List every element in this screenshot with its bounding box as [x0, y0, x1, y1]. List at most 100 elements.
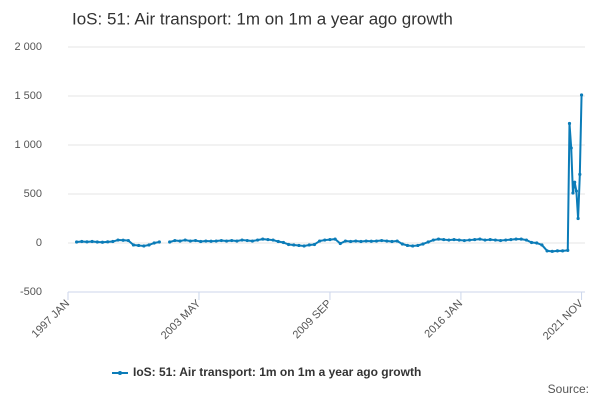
point	[240, 238, 244, 242]
legend-marker	[118, 371, 122, 375]
chart-title: IoS: 51: Air transport: 1m on 1m a year …	[72, 9, 453, 28]
point	[567, 121, 572, 126]
point	[188, 239, 192, 243]
y-tick-label: 500	[24, 188, 42, 200]
point	[400, 242, 404, 246]
point	[509, 237, 513, 242]
point	[374, 239, 379, 243]
point	[478, 237, 482, 241]
point	[75, 240, 79, 244]
point	[540, 243, 544, 247]
legend-label: IoS: 51: Air transport: 1m on 1m a year …	[133, 365, 421, 379]
point	[261, 237, 265, 241]
point	[535, 241, 539, 245]
point	[452, 237, 456, 242]
point	[100, 240, 105, 244]
point	[245, 238, 249, 243]
y-tick-label: -500	[20, 286, 42, 298]
point	[349, 239, 353, 244]
point	[338, 241, 342, 246]
point	[431, 238, 435, 242]
point	[457, 238, 461, 242]
point	[566, 248, 570, 252]
point	[168, 240, 172, 244]
point	[199, 239, 203, 244]
x-tick-label: 2016 JAN	[422, 298, 465, 341]
point	[421, 242, 425, 246]
point	[390, 239, 394, 244]
point	[380, 238, 384, 243]
point	[436, 237, 441, 241]
point	[578, 172, 582, 176]
point	[579, 93, 584, 97]
point	[204, 239, 208, 243]
point	[514, 237, 518, 241]
point	[131, 243, 136, 247]
point	[276, 239, 280, 244]
point	[426, 240, 430, 244]
point	[488, 237, 492, 242]
point	[80, 239, 84, 244]
point	[323, 238, 327, 242]
point	[297, 243, 301, 248]
point	[255, 238, 260, 242]
point	[442, 237, 446, 242]
point	[178, 239, 182, 243]
point	[173, 238, 177, 243]
point	[250, 239, 254, 243]
point	[473, 237, 477, 242]
line	[169, 94, 583, 253]
point	[574, 189, 578, 193]
x-tick-label: 2003 MAY	[159, 297, 204, 342]
point	[121, 238, 125, 242]
point	[137, 243, 141, 248]
point	[545, 249, 549, 253]
point	[573, 180, 577, 184]
point	[230, 238, 234, 243]
point	[142, 244, 146, 248]
point	[343, 239, 348, 243]
point	[126, 238, 130, 243]
point	[359, 239, 363, 244]
point	[90, 239, 94, 244]
point	[411, 244, 415, 248]
point	[224, 239, 229, 243]
point	[318, 239, 322, 243]
x-tick-label: 2021 NOV	[541, 297, 586, 342]
point	[328, 237, 332, 242]
point	[550, 249, 554, 253]
point	[519, 237, 523, 241]
x-tick-label: 2009 SEP	[291, 298, 335, 342]
point	[281, 240, 286, 245]
point	[147, 243, 151, 247]
point	[483, 238, 487, 242]
point	[447, 238, 451, 242]
y-tick-label: 1 500	[14, 90, 42, 102]
point	[286, 242, 291, 247]
point	[157, 240, 161, 244]
point	[152, 241, 156, 245]
point	[307, 243, 311, 247]
point	[266, 237, 270, 242]
point	[292, 243, 296, 247]
point	[416, 243, 420, 248]
point	[364, 239, 368, 243]
point	[493, 238, 497, 242]
point	[369, 239, 373, 243]
point	[85, 240, 89, 244]
point	[462, 238, 466, 243]
x-tick-label: 1997 JAN	[30, 298, 73, 341]
y-tick-label: 1 000	[14, 139, 42, 151]
point	[193, 238, 198, 243]
point	[235, 239, 239, 243]
point	[529, 240, 534, 245]
point	[312, 242, 317, 247]
point	[395, 239, 399, 243]
point	[219, 238, 223, 243]
point	[524, 238, 529, 242]
point	[333, 237, 337, 241]
source: Source:	[548, 382, 589, 396]
point	[95, 240, 99, 244]
